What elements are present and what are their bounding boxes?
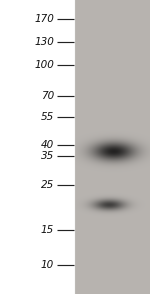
Text: 170: 170	[34, 14, 54, 24]
Text: 10: 10	[41, 260, 54, 270]
Text: 70: 70	[41, 91, 54, 101]
Text: 25: 25	[41, 181, 54, 191]
Text: 100: 100	[34, 60, 54, 70]
Text: 35: 35	[41, 151, 54, 161]
Text: 55: 55	[41, 112, 54, 122]
Text: 40: 40	[41, 140, 54, 150]
Text: 15: 15	[41, 225, 54, 235]
Text: 130: 130	[34, 37, 54, 47]
